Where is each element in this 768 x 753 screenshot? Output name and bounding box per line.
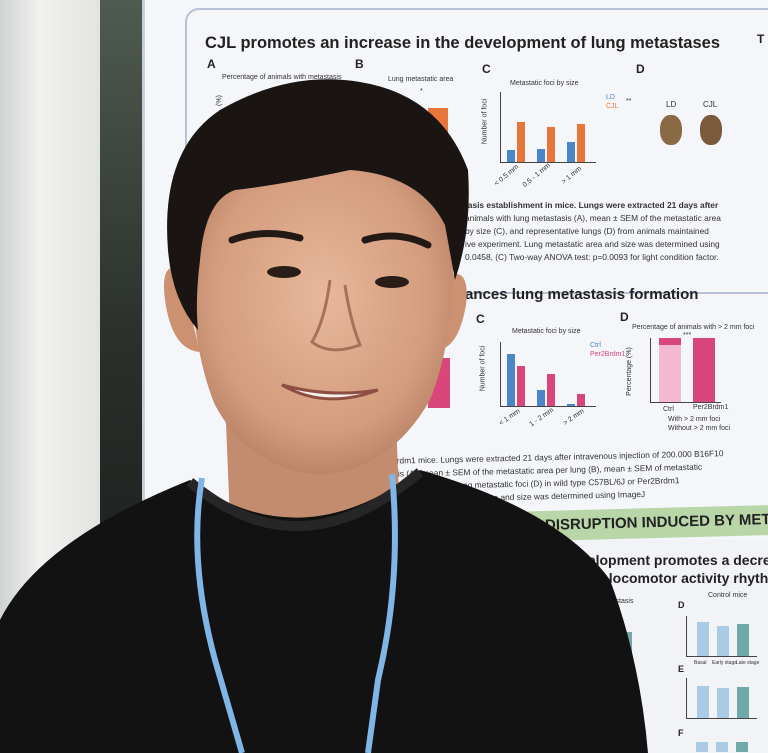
bar-ctrl-with [659, 338, 681, 345]
bar-cjl-1 [517, 122, 525, 162]
panel-a-title: Percentage of animals with metastasis [222, 74, 342, 81]
panel-letter-b: B [355, 57, 364, 71]
lanyard-right [365, 473, 398, 753]
face [189, 150, 454, 475]
left-ear [164, 268, 200, 352]
bar-ld-2 [537, 149, 545, 162]
panel-c2-chart [500, 342, 596, 407]
xtick: Basal [694, 660, 707, 666]
lower-title-line: velopment promotes a decrea [580, 552, 768, 568]
panel-d2-title: Percentage of animals with > 2 mm foci [632, 324, 755, 331]
bar-cjl-2 [547, 127, 555, 162]
section-title: ances lung metastasis formation [465, 286, 699, 303]
legend-ld: LD [606, 94, 615, 101]
mini-bar [736, 742, 748, 752]
panel-letter-a: A [207, 57, 216, 71]
nose [310, 279, 362, 352]
panel-letter-d2: D [620, 310, 629, 324]
panel-c-chart [500, 92, 596, 163]
xtick-ctrl: Ctrl [663, 406, 674, 413]
caption-line: tasis establishment in mice. Lungs were … [465, 200, 719, 210]
legend-cjl: CJL [606, 103, 619, 110]
panel-d2-significance: *** [683, 332, 692, 339]
panel-letter: D [678, 600, 685, 610]
panel-letter-c: C [482, 62, 491, 76]
hair [167, 79, 469, 330]
mini-bar [716, 742, 728, 752]
xtick-per2: Per2Brdm1 [693, 404, 729, 411]
bar-ld-3 [567, 142, 575, 162]
lung-image-cjl [700, 115, 722, 145]
bar-ctrl-without [659, 338, 681, 402]
shirt-collar [186, 468, 424, 532]
mini-chart [686, 738, 756, 752]
xtick: Early stage [712, 660, 738, 666]
panel-b-title: Lung metastatic area [388, 76, 454, 83]
right-eye [375, 276, 409, 288]
dark-window [100, 0, 148, 560]
panel-d2-chart [650, 338, 721, 403]
smile [281, 383, 379, 401]
panel-c2-title: Metastatic foci by size [512, 328, 581, 335]
legend-without-foci: Without > 2 mm foci [668, 425, 731, 432]
bar-per2-2 [547, 374, 555, 406]
bar-ctrl-2 [537, 390, 545, 406]
bar-per2-with [693, 338, 715, 402]
panel-letter: F [678, 728, 684, 738]
legend-ctrl: Ctrl [590, 342, 601, 349]
mini-bar [697, 686, 709, 718]
mini-bar [737, 624, 749, 656]
bar-cjl-3 [577, 124, 585, 162]
mini-bar [697, 622, 709, 656]
bar-ld-1 [507, 150, 515, 162]
caption-line: 0.0458, (C) Two-way ANOVA test: p=0.0093… [465, 252, 719, 262]
panel-letter-d: D [636, 62, 645, 76]
caption-line: animals with lung metastasis (A), mean ±… [465, 213, 721, 223]
bar-per2-3 [577, 394, 585, 406]
mini-bar [717, 688, 729, 718]
panel-letter: E [678, 664, 685, 674]
left-eye [267, 266, 301, 278]
lung-label-cjl: CJL [703, 100, 718, 109]
lung-label-ld: LD [666, 100, 677, 109]
panel-b-significance: * [420, 88, 423, 95]
mini-bar [737, 687, 749, 718]
caption-line: by size (C), and representative lungs (D… [465, 226, 709, 236]
bar-per2-1 [517, 366, 525, 406]
mini-chart [686, 616, 757, 657]
lung-image-ld [660, 115, 682, 145]
control-mice-title: Control mice [708, 592, 748, 599]
mini-chart [686, 678, 757, 719]
poster-column-letter: T [757, 32, 765, 46]
lower-title-line: s of locomotor activity rhyth [580, 570, 768, 586]
panel-letter-c2: C [476, 312, 485, 326]
bar-ctrl-1 [507, 354, 515, 406]
legend-per2: Per2Brdm1 [590, 351, 626, 358]
caption-top: tasis establishment in mice. Lungs were … [465, 199, 721, 264]
caption-line: ive experiment. Lung metastatic area and… [465, 239, 720, 249]
right-eyebrow [361, 232, 432, 249]
left-eyebrow [228, 229, 304, 244]
mini-bar [696, 742, 708, 752]
black-tshirt [0, 470, 648, 753]
xtick: Late stage [736, 660, 760, 666]
poster-title: CJL promotes an increase in the developm… [205, 34, 721, 52]
legend-with-foci: With > 2 mm foci [668, 416, 721, 423]
lanyard-left [194, 477, 245, 753]
bar-ctrl-3 [567, 404, 575, 406]
panel-c-significance: ** [626, 98, 632, 105]
mini-bar [717, 626, 729, 656]
panel-c-title: Metastatic foci by size [510, 80, 579, 87]
